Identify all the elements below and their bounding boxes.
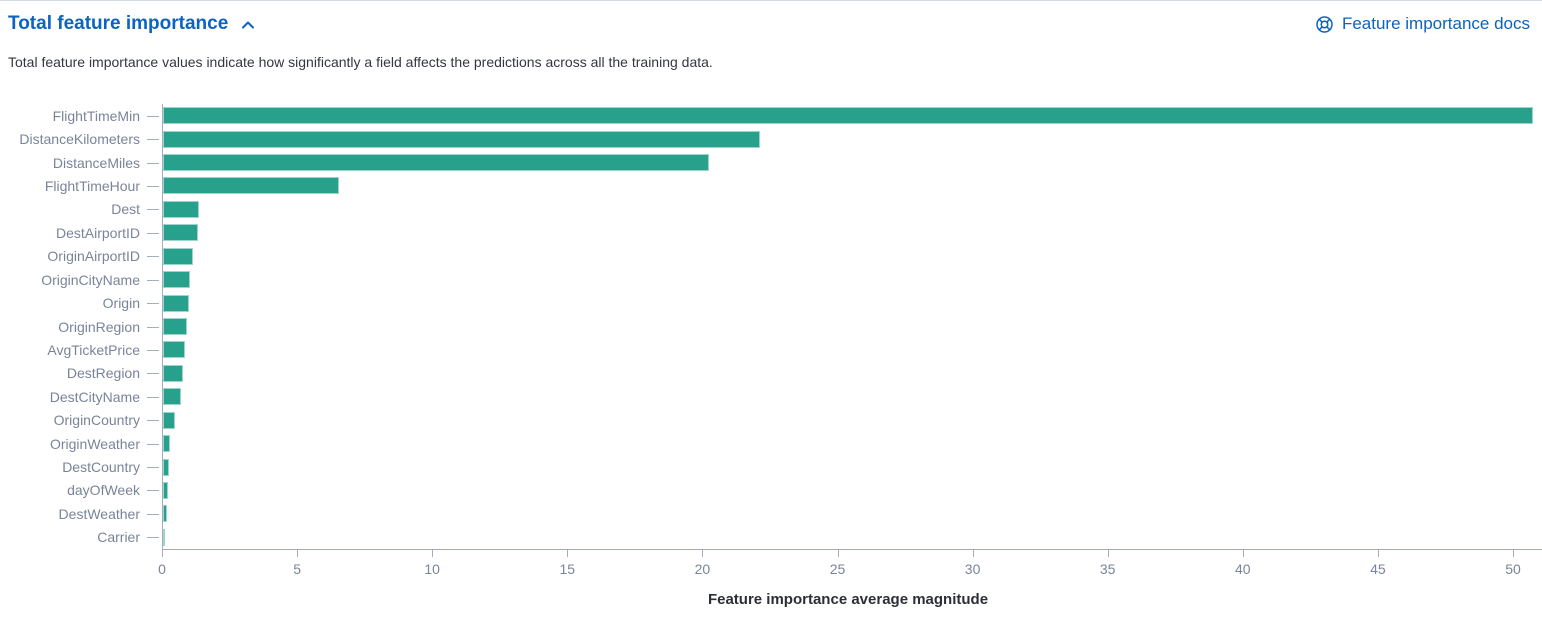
- y-axis-tick: [147, 513, 159, 515]
- feature-importance-bar: [163, 200, 200, 218]
- y-axis-label: Carrier: [97, 529, 140, 546]
- y-axis-label: DestWeather: [58, 505, 140, 522]
- y-axis-label: AvgTicketPrice: [47, 341, 140, 358]
- y-axis-tick: [147, 209, 159, 211]
- y-axis-tick: [147, 420, 159, 422]
- feature-importance-bar: [163, 154, 709, 172]
- y-axis-label: OriginWeather: [49, 435, 140, 452]
- y-axis-label: DestCountry: [62, 459, 140, 476]
- y-axis-tick: [147, 162, 159, 164]
- y-axis-tick: [147, 303, 159, 305]
- total-feature-importance-toggle[interactable]: Total feature importance: [8, 13, 257, 35]
- x-axis-tick-label: 5: [293, 561, 301, 577]
- x-axis-tick: [1242, 549, 1244, 557]
- y-axis-label: DistanceMiles: [52, 154, 140, 171]
- x-axis-tick-label: 35: [1099, 561, 1116, 577]
- y-axis-label: OriginCityName: [41, 271, 140, 288]
- feature-importance-bar: [163, 435, 170, 453]
- y-axis-label: OriginRegion: [58, 318, 140, 335]
- y-axis-tick: [147, 467, 159, 469]
- feature-importance-bar: [163, 458, 169, 476]
- x-axis-tick-label: 15: [559, 561, 576, 577]
- y-axis-tick: [147, 490, 159, 492]
- feature-importance-bar: [163, 130, 761, 148]
- y-axis-tick: [147, 396, 159, 398]
- feature-importance-bar: [163, 481, 168, 499]
- x-axis-tick: [1107, 549, 1109, 557]
- x-axis-tick-label: 20: [694, 561, 711, 577]
- docs-link-label: Feature importance docs: [1341, 14, 1530, 33]
- y-axis-tick: [147, 115, 159, 117]
- x-axis-tick: [567, 549, 569, 557]
- feature-importance-bar: [163, 528, 166, 546]
- feature-importance-bar: [163, 177, 339, 195]
- x-axis-tick-label: 0: [158, 561, 166, 577]
- feature-importance-bar: [163, 107, 1533, 125]
- x-axis-tick-label: 25: [829, 561, 846, 577]
- panel-title: Total feature importance: [8, 13, 229, 34]
- y-axis-tick: [147, 537, 159, 539]
- feature-importance-bar: [163, 294, 190, 312]
- y-axis-tick: [147, 373, 159, 375]
- feature-importance-bar: [163, 364, 184, 382]
- y-axis-label: OriginCountry: [53, 412, 140, 429]
- feature-importance-bar: [163, 505, 167, 523]
- x-axis-tick: [432, 549, 434, 557]
- y-axis-tick: [147, 139, 159, 141]
- y-axis-label: FlightTimeHour: [44, 177, 140, 194]
- y-axis-tick: [147, 256, 159, 258]
- x-axis-tick-label: 45: [1370, 561, 1386, 577]
- y-axis-tick: [147, 185, 159, 187]
- feature-importance-docs-link[interactable]: Feature importance docs: [1315, 14, 1530, 34]
- y-axis-label: DestAirportID: [55, 224, 140, 241]
- y-axis-tick: [147, 232, 159, 234]
- x-axis-tick-label: 50: [1505, 561, 1521, 577]
- x-axis-title: Feature importance average magnitude: [707, 591, 989, 608]
- y-axis-label: DestCityName: [49, 388, 140, 405]
- x-axis-tick: [1513, 549, 1514, 557]
- feature-importance-bar: [163, 388, 181, 406]
- y-axis-line: [162, 104, 163, 549]
- y-axis-label: dayOfWeek: [67, 482, 140, 499]
- y-axis-label: Dest: [111, 201, 140, 218]
- chevron-up-icon: [242, 21, 255, 29]
- x-axis-tick-label: 40: [1235, 561, 1251, 577]
- feature-importance-bar: [163, 341, 186, 359]
- x-axis-tick-label: 30: [964, 561, 981, 577]
- panel-header: Total feature importance Feature importa…: [8, 13, 1530, 35]
- x-axis-tick: [972, 549, 974, 557]
- feature-importance-bar: [163, 411, 176, 429]
- x-axis-tick-label: 10: [424, 561, 440, 577]
- y-axis-tick: [147, 443, 159, 445]
- y-axis-label: DistanceKilometers: [19, 131, 140, 148]
- x-axis-tick: [1377, 549, 1379, 557]
- y-axis-label: OriginAirportID: [47, 248, 140, 265]
- y-axis-tick: [147, 279, 159, 281]
- x-axis-tick: [837, 549, 839, 557]
- y-axis-tick: [147, 326, 159, 328]
- panel-description: Total feature importance values indicate…: [8, 54, 713, 70]
- x-axis-tick: [162, 549, 163, 557]
- y-axis-label: Origin: [102, 295, 140, 312]
- x-axis-tick: [702, 549, 704, 557]
- feature-importance-bar: [163, 271, 191, 289]
- feature-importance-bar: [163, 224, 199, 242]
- help-lifering-icon: [1316, 15, 1333, 33]
- feature-importance-bar: [163, 318, 188, 335]
- feature-importance-chart: Feature importance average magnitude Fli…: [0, 89, 1542, 618]
- x-axis-line: [162, 549, 1542, 550]
- y-axis-tick: [147, 349, 159, 351]
- y-axis-label: FlightTimeMin: [52, 107, 140, 124]
- x-axis-tick: [297, 549, 299, 557]
- y-axis-label: DestRegion: [66, 365, 140, 382]
- feature-importance-bar: [163, 247, 193, 265]
